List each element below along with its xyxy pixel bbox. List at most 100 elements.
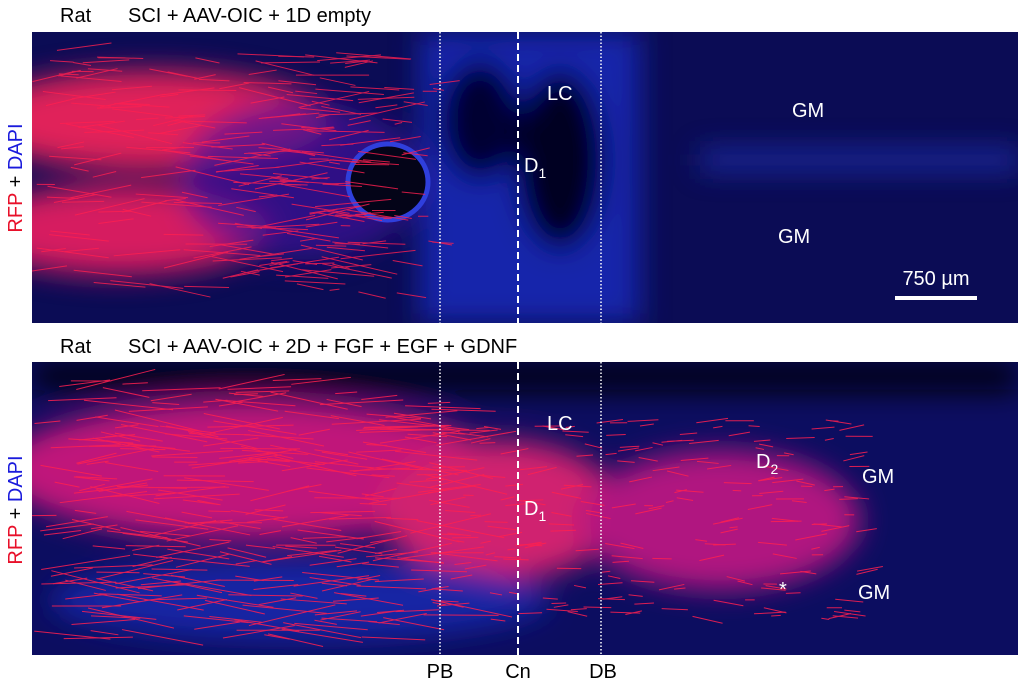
fiber	[151, 450, 233, 457]
fiber	[755, 447, 765, 450]
fiber	[184, 285, 230, 289]
fiber	[76, 414, 108, 421]
fiber	[57, 141, 85, 149]
fiber	[65, 593, 108, 600]
fiber	[321, 256, 398, 275]
fiber	[59, 379, 111, 387]
fiber	[372, 542, 452, 562]
fiber	[305, 221, 338, 228]
fiber	[356, 449, 402, 453]
fiber	[114, 432, 163, 442]
fiber	[227, 547, 267, 558]
fiber	[427, 401, 451, 404]
fiber	[464, 564, 487, 570]
fiber	[201, 135, 250, 143]
fiber	[248, 604, 336, 627]
fiber	[69, 184, 132, 199]
fiber	[396, 292, 427, 299]
fiber	[187, 431, 257, 449]
fiber	[401, 191, 426, 195]
fiber	[648, 505, 665, 510]
fiber	[713, 599, 744, 607]
dapi: DAPI	[5, 455, 27, 502]
region-label: D2	[756, 451, 778, 477]
fiber	[356, 530, 402, 540]
fiber	[772, 478, 804, 484]
fiber	[87, 607, 175, 629]
micrograph-1	[32, 32, 1018, 323]
fiber	[753, 439, 771, 442]
fiber	[74, 152, 122, 166]
fiber	[110, 280, 184, 289]
fiber	[839, 498, 858, 500]
fiber	[281, 514, 349, 528]
fiber	[770, 520, 802, 523]
fiber	[835, 598, 864, 603]
fiber	[560, 484, 584, 490]
fiber	[390, 416, 446, 428]
fiber	[177, 598, 228, 611]
fiber	[32, 265, 68, 272]
fiber	[597, 582, 623, 585]
fiber	[173, 199, 244, 216]
fiber	[786, 437, 815, 440]
fiber	[355, 211, 384, 215]
fiber	[53, 193, 98, 203]
fiber	[346, 209, 409, 221]
fiber	[424, 473, 508, 495]
fiber	[241, 445, 294, 460]
fiber	[441, 533, 461, 536]
fiber	[272, 173, 328, 180]
fiber	[378, 419, 470, 431]
fiber	[692, 615, 723, 624]
fiber	[50, 444, 121, 449]
fiber	[91, 524, 118, 530]
micrograph-2	[32, 362, 1018, 655]
region-label: GM	[862, 466, 894, 488]
fiber	[490, 618, 506, 622]
fiber	[251, 223, 320, 229]
fiber	[839, 424, 865, 431]
region-label: GM	[778, 226, 810, 248]
fiber	[257, 460, 291, 468]
fiber	[237, 53, 305, 58]
fiber	[104, 462, 159, 473]
fiber	[61, 200, 105, 203]
fiber	[469, 429, 498, 434]
fiber	[315, 244, 347, 247]
fiber	[65, 123, 134, 139]
fiber	[211, 144, 265, 148]
fiber	[825, 419, 852, 425]
fiber	[203, 413, 280, 430]
fiber	[59, 120, 115, 124]
fiber	[65, 579, 106, 591]
plus: +	[5, 508, 27, 520]
fiber	[126, 146, 191, 154]
fiber	[301, 269, 375, 277]
fiber	[264, 226, 339, 239]
fiber	[48, 397, 117, 402]
fiber	[652, 466, 680, 472]
fiber	[181, 191, 208, 199]
fiber	[317, 212, 365, 222]
fiber	[155, 485, 226, 497]
fiber	[78, 434, 125, 441]
fiber	[114, 409, 202, 432]
fiber	[300, 244, 363, 261]
fiber	[796, 480, 815, 486]
fiber	[612, 560, 630, 563]
fiber	[92, 545, 126, 550]
fiber	[255, 60, 315, 76]
fiber	[821, 617, 830, 620]
fiber	[821, 525, 850, 532]
fiber	[844, 609, 861, 613]
fiber	[470, 438, 491, 444]
fiber	[546, 608, 578, 612]
fiber	[281, 628, 363, 643]
fiber	[712, 517, 743, 525]
fiber	[291, 203, 350, 214]
fiber	[436, 602, 470, 607]
fiber	[259, 260, 288, 266]
fiber	[833, 611, 866, 617]
fiber	[76, 68, 118, 79]
